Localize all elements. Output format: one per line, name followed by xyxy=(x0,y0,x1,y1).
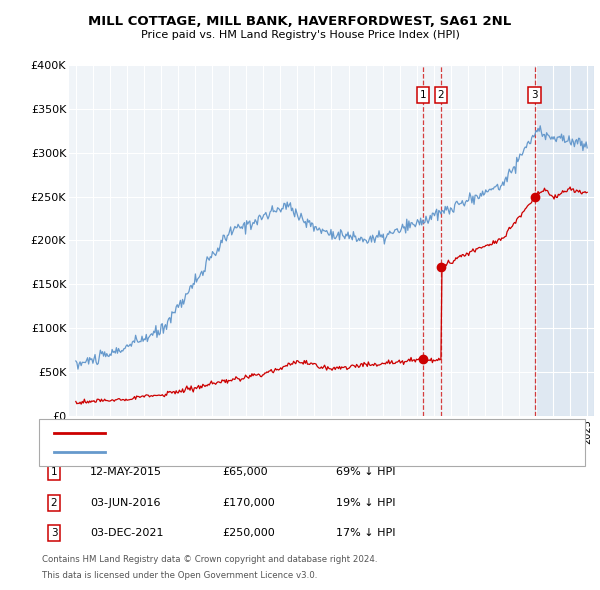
Text: MILL COTTAGE, MILL BANK, HAVERFORDWEST, SA61 2NL (detached house): MILL COTTAGE, MILL BANK, HAVERFORDWEST, … xyxy=(111,428,478,438)
Text: 69% ↓ HPI: 69% ↓ HPI xyxy=(336,467,395,477)
Text: £65,000: £65,000 xyxy=(222,467,268,477)
Text: This data is licensed under the Open Government Licence v3.0.: This data is licensed under the Open Gov… xyxy=(42,571,317,580)
Text: 2: 2 xyxy=(437,90,444,100)
Bar xyxy=(535,65,594,416)
Text: Contains HM Land Registry data © Crown copyright and database right 2024.: Contains HM Land Registry data © Crown c… xyxy=(42,555,377,564)
Text: 1: 1 xyxy=(419,90,426,100)
Text: HPI: Average price, detached house, Pembrokeshire: HPI: Average price, detached house, Pemb… xyxy=(111,447,364,457)
Text: 1: 1 xyxy=(50,467,58,477)
Text: MILL COTTAGE, MILL BANK, HAVERFORDWEST, SA61 2NL: MILL COTTAGE, MILL BANK, HAVERFORDWEST, … xyxy=(88,15,512,28)
Text: 3: 3 xyxy=(50,529,58,538)
Text: Price paid vs. HM Land Registry's House Price Index (HPI): Price paid vs. HM Land Registry's House … xyxy=(140,30,460,40)
Text: 2: 2 xyxy=(50,498,58,507)
Text: 03-JUN-2016: 03-JUN-2016 xyxy=(90,498,161,507)
Text: 17% ↓ HPI: 17% ↓ HPI xyxy=(336,529,395,538)
Text: 19% ↓ HPI: 19% ↓ HPI xyxy=(336,498,395,507)
Text: 12-MAY-2015: 12-MAY-2015 xyxy=(90,467,162,477)
Text: £250,000: £250,000 xyxy=(222,529,275,538)
Text: 03-DEC-2021: 03-DEC-2021 xyxy=(90,529,163,538)
Text: £170,000: £170,000 xyxy=(222,498,275,507)
Text: 3: 3 xyxy=(532,90,538,100)
